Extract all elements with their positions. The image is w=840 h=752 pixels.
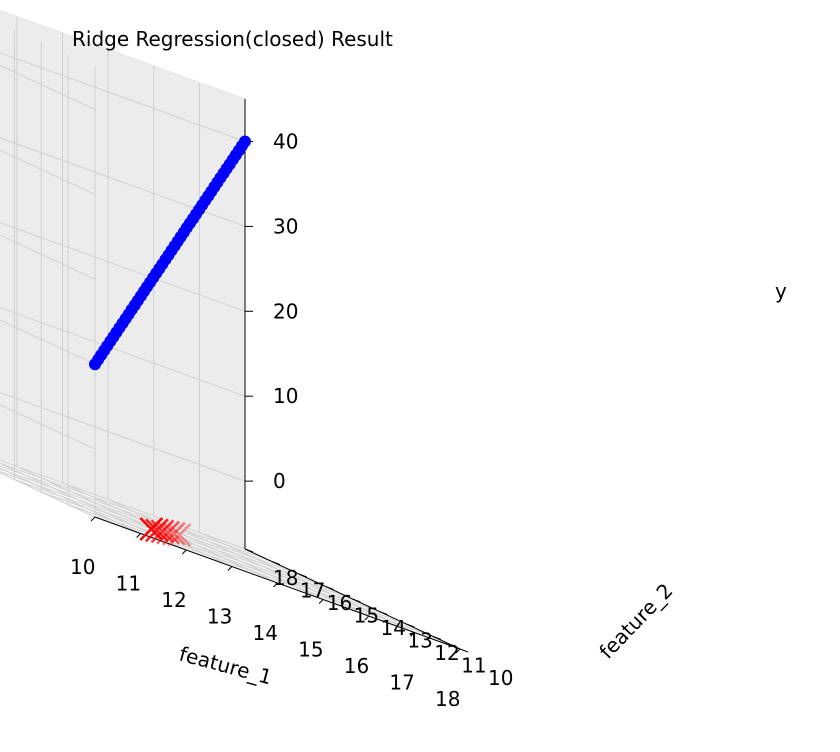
x-tick-label: 13 xyxy=(207,605,232,629)
grid-line-z xyxy=(0,149,96,195)
z-tick-label: 10 xyxy=(273,384,298,408)
x-tick xyxy=(227,566,233,571)
tick-labels: 1011121314151617181011121314151617180102… xyxy=(70,130,513,712)
y-tick xyxy=(244,548,254,553)
x-marker-stroke xyxy=(145,518,169,543)
grid-line-z xyxy=(0,234,96,280)
x-tick-label: 18 xyxy=(435,687,460,711)
grid-line-z xyxy=(0,404,96,450)
x-tick xyxy=(90,516,96,522)
x-tick-label: 12 xyxy=(161,588,186,612)
y-tick-label: 17 xyxy=(300,579,325,603)
grid-lines xyxy=(0,16,461,650)
y-tick-label: 11 xyxy=(461,654,486,678)
grid-line-z xyxy=(0,307,246,397)
data-point-x xyxy=(139,517,164,541)
tick-marks xyxy=(90,141,469,654)
y-tick xyxy=(406,623,415,628)
data-point-x xyxy=(145,518,169,543)
x-marker-stroke xyxy=(139,517,164,541)
y-tick xyxy=(298,573,307,578)
grid-line-y xyxy=(0,465,299,575)
grid-line-z xyxy=(0,319,96,365)
y-tick xyxy=(352,598,361,603)
y-tick xyxy=(432,636,442,640)
y-tick-label: 16 xyxy=(327,591,352,615)
y-tick xyxy=(379,611,388,615)
y-tick xyxy=(325,586,334,590)
x-tick xyxy=(410,632,415,637)
chart-title: Ridge Regression(closed) Result xyxy=(72,27,393,51)
y-axis-label: feature_2 xyxy=(594,579,677,664)
grid-line-z xyxy=(0,137,246,227)
z-tick-label: 30 xyxy=(273,214,298,238)
x-tick-label: 17 xyxy=(389,671,414,695)
x-tick-label: 16 xyxy=(344,654,369,678)
fitted-point xyxy=(239,135,251,148)
y-tick-label: 10 xyxy=(488,666,513,690)
data-marks xyxy=(89,135,251,547)
y-tick-label: 18 xyxy=(273,566,298,590)
grid-line-x xyxy=(0,472,96,518)
x-tick-label: 11 xyxy=(116,572,141,596)
grid-line-y xyxy=(41,491,407,625)
x-tick xyxy=(273,582,278,588)
z-tick-label: 40 xyxy=(273,130,298,154)
grid-line-z xyxy=(0,391,246,482)
y-tick-label: 14 xyxy=(381,616,406,640)
grid-line-z xyxy=(0,52,246,142)
y-tick-label: 15 xyxy=(354,604,379,628)
x-tick xyxy=(136,533,141,538)
y-tick xyxy=(271,561,281,565)
grid-line-y xyxy=(0,462,273,562)
x-axis-label: feature_1 xyxy=(177,642,275,690)
grid-line-y xyxy=(0,459,246,550)
x-tick-label: 10 xyxy=(70,555,95,579)
x-marker-stroke xyxy=(150,519,175,544)
y-tick-label: 12 xyxy=(434,641,459,665)
grid-line-z xyxy=(0,64,96,110)
y-tick xyxy=(459,648,469,653)
grid-line-y xyxy=(14,479,380,612)
x-tick xyxy=(364,615,370,621)
x-tick-label: 15 xyxy=(298,638,323,662)
z-axis-label: y xyxy=(775,279,787,303)
grid-line-y xyxy=(67,504,434,637)
z-tick-label: 0 xyxy=(273,469,286,493)
grid-line-z xyxy=(0,222,246,312)
x-tick xyxy=(318,599,324,604)
z-tick-label: 20 xyxy=(273,299,298,323)
x-tick-label: 14 xyxy=(253,621,278,645)
x-tick xyxy=(181,549,187,555)
x-tick xyxy=(455,648,461,654)
y-tick-label: 13 xyxy=(407,629,432,653)
